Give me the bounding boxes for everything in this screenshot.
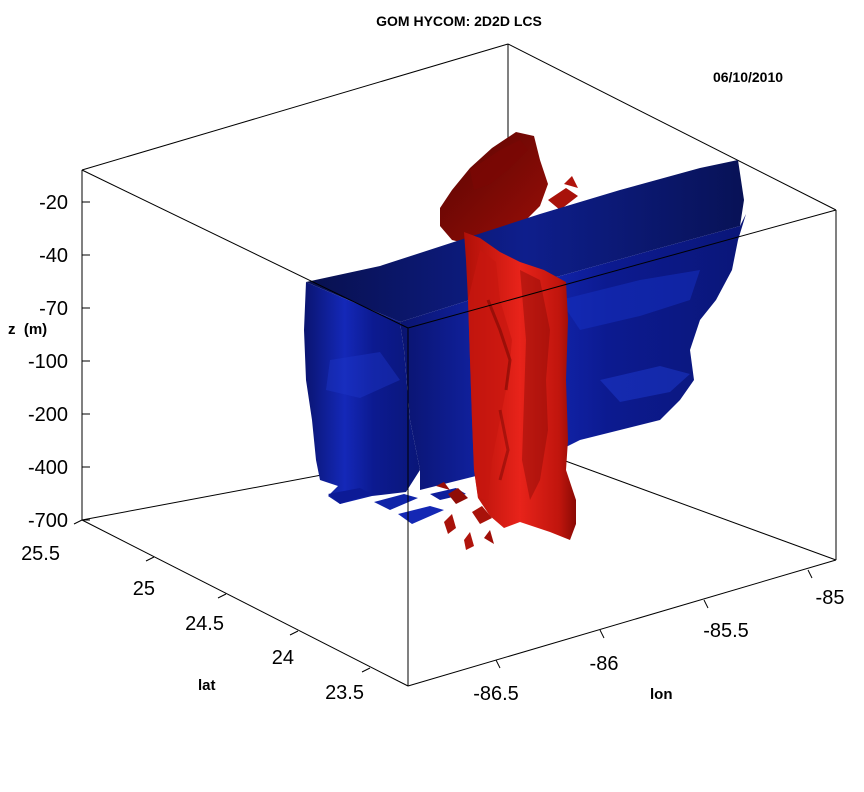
lat-tick-label: 25.5 [21, 543, 60, 565]
lon-tick-label: -85 [816, 587, 845, 609]
z-axis: -20 -40 -70 -100 -200 -400 -700 z (m) [8, 192, 90, 532]
chart-date: 06/10/2010 [713, 69, 783, 85]
z-tick-label: -400 [28, 457, 68, 479]
red-isosurface-front [436, 232, 576, 550]
z-tick-label: -100 [28, 351, 68, 373]
red-isosurface-upper [440, 132, 578, 246]
z-tick-label: -40 [39, 245, 68, 267]
axes-box-front [81, 169, 837, 687]
lon-tick-label: -86.5 [473, 683, 519, 705]
lon-axis: -86.5 -86 -85.5 -85 lon [473, 569, 845, 705]
z-tick-label: -20 [39, 192, 68, 214]
lat-tick-label: 24.5 [185, 613, 224, 635]
lat-axis-label: lat [198, 677, 216, 694]
lat-tick-label: 25 [133, 578, 155, 600]
lat-axis: 25.5 25 24.5 24 23.5 lat [21, 519, 371, 704]
z-tick-label: -700 [28, 510, 68, 532]
z-tick-label: -200 [28, 404, 68, 426]
lon-tick-label: -85.5 [703, 620, 749, 642]
lat-tick-label: 24 [272, 647, 294, 669]
z-tick-label: -70 [39, 298, 68, 320]
chart-title: GOM HYCOM: 2D2D LCS [376, 13, 542, 29]
lon-axis-label: lon [650, 686, 673, 703]
lat-tick-label: 23.5 [325, 682, 364, 704]
z-axis-label: z (m) [8, 321, 47, 338]
lon-tick-label: -86 [590, 653, 619, 675]
